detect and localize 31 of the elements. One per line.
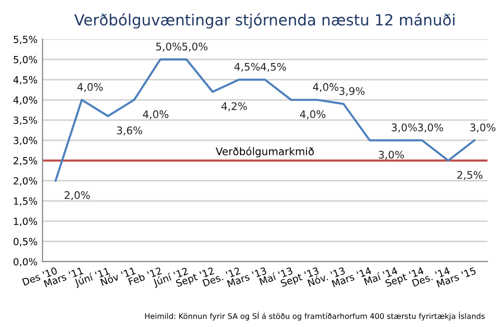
data-label: 3,6% <box>117 126 142 136</box>
y-tick-label: 3,5% <box>14 116 38 125</box>
y-tick-label: 0,5% <box>14 238 38 246</box>
data-label: 4,2% <box>221 102 247 112</box>
data-label: 3,0% <box>418 123 444 132</box>
data-label: 2,0% <box>64 191 90 200</box>
data-label: 4,0% <box>312 83 338 92</box>
y-tick-label: 4,5% <box>13 76 38 84</box>
data-label: 5,0% <box>156 42 182 52</box>
y-tick-label: 0,0% <box>14 258 38 266</box>
y-tick-label: 2,5% <box>14 157 38 166</box>
y-tick-label: 3,0% <box>14 136 38 146</box>
y-tick-label: 1,0% <box>14 218 38 226</box>
y-tick-label: 1,5% <box>14 197 38 206</box>
data-label: 4,0% <box>77 83 103 92</box>
data-label: 3,0% <box>378 150 404 160</box>
data-label: 3,0% <box>470 123 496 132</box>
data-label: 2,5% <box>457 170 482 180</box>
chart-title: Verðbólguvæntingar stjórnenda næstu 12 mánuði <box>74 13 454 29</box>
data-label: 4,5% <box>234 62 260 72</box>
data-label: 5,0% <box>182 42 208 52</box>
data-label: 4,5% <box>260 62 286 72</box>
data-label: 4,0% <box>142 110 168 120</box>
y-tick-label: 2,0% <box>14 177 38 186</box>
ref-line-label: Verðbólgumarkmið <box>216 146 314 158</box>
y-tick-label: 4,0% <box>13 96 38 105</box>
data-label: 4,0% <box>300 110 326 120</box>
data-label: 3,0% <box>392 123 417 132</box>
y-tick-label: 5,0% <box>14 56 38 64</box>
y-tick-label: 5,5% <box>14 36 38 44</box>
data-label: 3,9% <box>339 87 365 96</box>
